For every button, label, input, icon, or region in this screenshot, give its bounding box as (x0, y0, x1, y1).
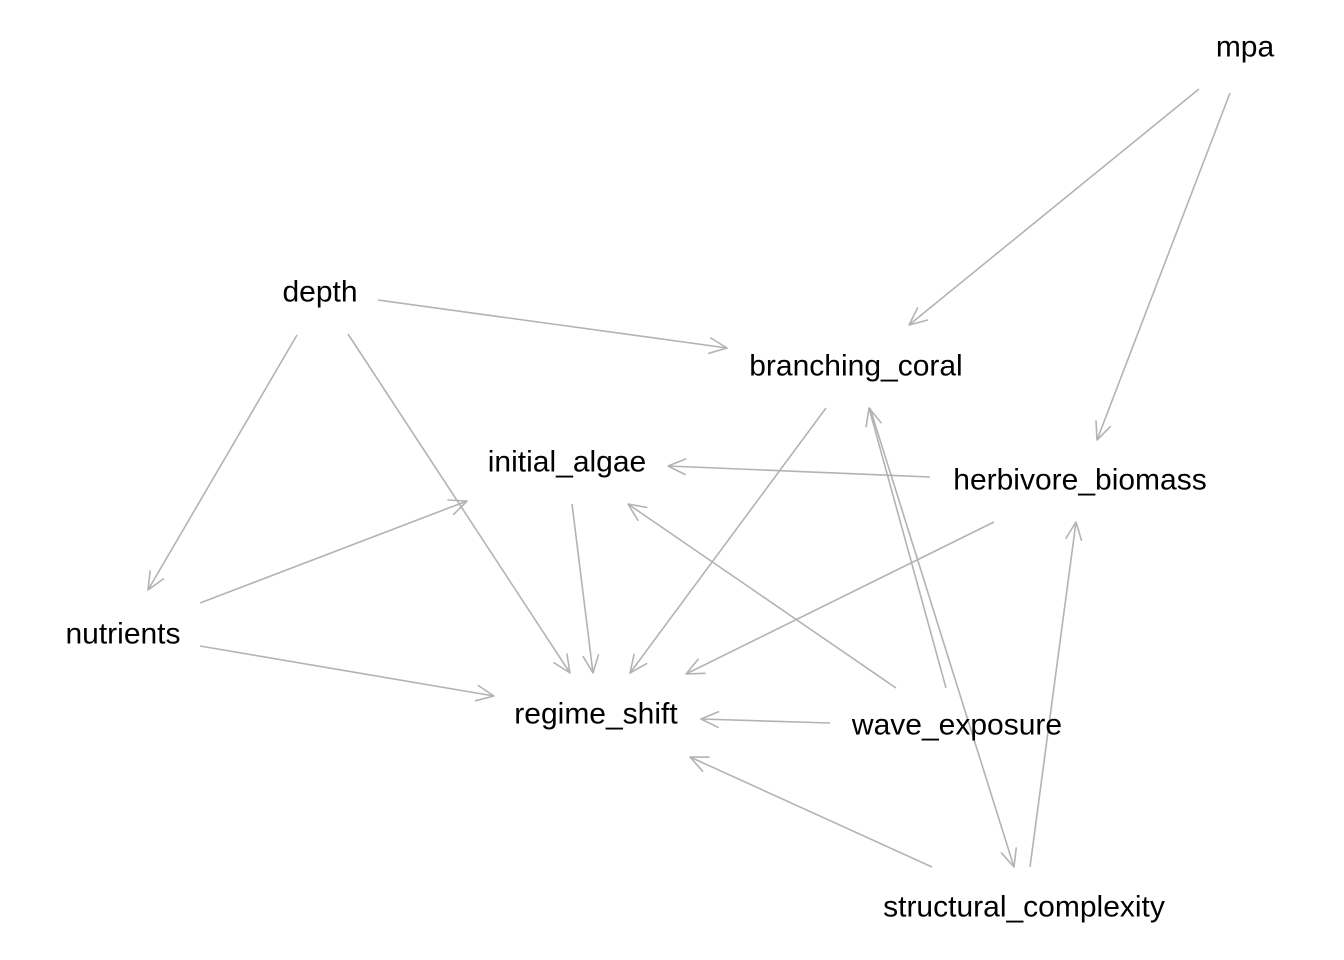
edge-line (629, 407, 827, 674)
arrowhead-icon (582, 653, 600, 674)
edge-line (627, 503, 897, 689)
arrowhead-icon (629, 653, 648, 674)
arrowhead-icon (685, 658, 706, 675)
arrowhead-icon (1065, 521, 1083, 542)
edge-wave_exposure-to-branching_coral (865, 407, 947, 689)
edge-initial_algae-to-regime_shift (571, 503, 600, 674)
edge-line (377, 299, 728, 349)
arrowhead-icon (689, 756, 710, 773)
edge-line (1096, 92, 1231, 441)
node-wave-exposure: wave_exposure (851, 709, 1062, 742)
edge-line (1029, 521, 1077, 868)
edge-line (199, 500, 468, 604)
edge-nutrients-to-regime_shift (199, 645, 495, 702)
edge-depth-to-branching_coral (377, 299, 728, 355)
edge-mpa-to-branching_coral (908, 88, 1200, 326)
arrowhead-icon (1000, 847, 1018, 868)
edge-line (147, 334, 298, 591)
arrowhead-icon (908, 307, 929, 326)
arrowhead-icon (553, 653, 571, 674)
edge-branching_coral-to-structural_complexity (869, 407, 1018, 868)
node-herbivore-biomass: herbivore_biomass (953, 464, 1206, 497)
node-mpa: mpa (1216, 31, 1275, 64)
nodes-layer: mpa depth branching_coral initial_algaeherb… (65, 31, 1274, 924)
arrowhead-icon (865, 407, 882, 428)
edge-line (908, 88, 1200, 326)
edge-line (868, 407, 947, 689)
node-branching-coral: branching_coral (749, 350, 962, 383)
edge-line (685, 521, 995, 675)
edge-wave_exposure-to-initial_algae (627, 503, 897, 689)
edge-structural_complexity-to-herbivore_biomass (1029, 521, 1083, 868)
arrowhead-icon (147, 570, 165, 591)
edge-depth-to-nutrients (147, 334, 298, 591)
arrowhead-icon (1095, 420, 1112, 441)
edge-line (199, 645, 495, 697)
edge-structural_complexity-to-regime_shift (689, 756, 933, 868)
arrowhead-icon (707, 337, 728, 355)
edge-line (869, 407, 1015, 868)
edge-line (700, 718, 831, 724)
edge-wave_exposure-to-regime_shift (700, 710, 831, 729)
edges-layer (147, 88, 1231, 868)
arrowhead-icon (667, 458, 687, 476)
edge-branching_coral-to-regime_shift (629, 407, 827, 674)
node-initial-algae: initial_algae (488, 446, 646, 479)
node-regime-shift: regime_shift (514, 698, 678, 731)
arrowhead-icon (447, 499, 468, 516)
edge-mpa-to-herbivore_biomass (1095, 92, 1231, 441)
edge-line (667, 465, 931, 478)
node-structural-complexity: structural_complexity (883, 891, 1165, 924)
edge-nutrients-to-initial_algae (199, 499, 468, 604)
arrowhead-icon (700, 710, 720, 729)
edge-line (689, 756, 933, 868)
arrowhead-icon (474, 684, 495, 702)
edge-line (571, 503, 594, 674)
arrowhead-icon (627, 503, 648, 522)
node-depth: depth (282, 276, 357, 309)
edge-herbivore_biomass-to-initial_algae (667, 458, 931, 478)
edge-herbivore_biomass-to-regime_shift (685, 521, 995, 675)
node-nutrients: nutrients (65, 618, 180, 651)
